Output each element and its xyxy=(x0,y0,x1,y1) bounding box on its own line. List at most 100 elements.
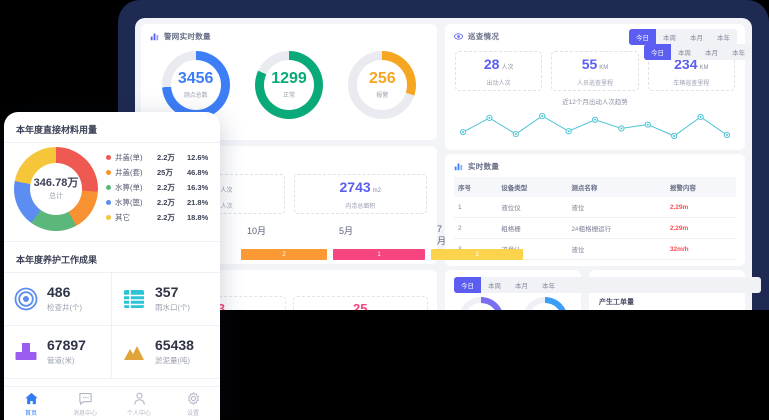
patrol-period-tabs[interactable]: 今日 本周 本月 本年 xyxy=(629,29,737,45)
patrol-tab-2[interactable]: 本月 xyxy=(690,35,703,42)
legend-amount-3: 2.2万 xyxy=(157,197,175,207)
maintenance-cell-0: 486 检查井(个) xyxy=(4,273,112,326)
nav-item-0[interactable]: 首页 xyxy=(4,391,58,417)
legend-percent-2: 16.3% xyxy=(187,182,209,192)
legend-name-1: 井盖(套) xyxy=(115,167,143,177)
material-legend: 井盖(单) 2.2万 12.6% 井盖(套) 25万 46.8% 水箅(单) 2… xyxy=(98,152,210,227)
maintenance-cell-2: 67897 管道(米) xyxy=(4,326,112,379)
maintenance-title: 本年度养护工作成果 xyxy=(16,255,98,265)
legend-percent-0: 12.6% xyxy=(187,152,209,162)
alarm-ring-center-2: 256 报警 xyxy=(357,60,408,110)
legend-percent-1: 46.8% xyxy=(187,167,209,177)
alarm-ring-label-2: 报警 xyxy=(376,93,389,99)
maintenance-text-1: 357 雨水口(个) xyxy=(155,285,190,313)
patrol-stat-value-2: 234 xyxy=(674,55,698,72)
donut-total-value: 346.78万 xyxy=(33,176,79,189)
patrol-tab-3[interactable]: 本年 xyxy=(717,35,730,42)
patrol-stat-value-wrap-2: 234 KM xyxy=(674,56,708,74)
patrol-stat-caption-1: 人员巡查里程 xyxy=(576,80,613,87)
legend-amount-0: 2.2万 xyxy=(157,152,175,162)
row-alarm-2: 32m/h xyxy=(665,238,736,260)
gauge-ring-1: 368 检查井数(个) xyxy=(522,297,568,310)
row-alarm-0: 2.29m xyxy=(665,197,736,218)
divider xyxy=(4,142,220,143)
flood-stat-unit-0: 人次 xyxy=(220,187,233,194)
nav-label-0: 首页 xyxy=(24,410,37,417)
patrol-stat-row: 28 人次 出动人次 55 KM 人员巡查里程 234 KM 车辆巡查里程 xyxy=(445,47,745,91)
lower-tab-0[interactable]: 今日 xyxy=(454,277,481,293)
legend-amount-4: 2.2万 xyxy=(157,212,175,222)
legend-name-2: 水箅(单) xyxy=(115,182,143,192)
alarm-ring-label-1: 正常 xyxy=(282,93,295,99)
gauge-tab-2[interactable]: 本月 xyxy=(705,50,718,57)
patrol-stat-unit-1: KM xyxy=(599,64,609,71)
gauge-center-0: 468 管道长(米) xyxy=(464,303,498,310)
legend-dot-3 xyxy=(106,199,111,205)
patrol-stat-1: 55 KM 人员巡查里程 xyxy=(551,51,639,91)
eye-icon xyxy=(454,33,463,40)
maintenance-grid: 486 检查井(个) 357 雨水口(个) 67897 管道(米) 65438 … xyxy=(4,273,220,379)
lower-tab-3[interactable]: 本年 xyxy=(542,283,555,290)
repair-cell-1: 25 清淤 xyxy=(292,296,428,310)
realtime-alarm-table-card: 实时数量 序号 设备类型 测点名称 报警内容 1 液位仪 液位 2.29m 2 粗格栅… xyxy=(445,154,745,266)
patrol-card-title: 巡查情况 xyxy=(468,32,500,41)
sludge-icon xyxy=(124,346,144,360)
alarm-ring-row: 3456 测点总数 1299 正常 256 报警 xyxy=(141,47,437,119)
flood-stat-caption-1: 内涝总面积 xyxy=(345,203,376,210)
bottom-navigation-bar[interactable]: 首页 消息中心 个人中心 设置 xyxy=(4,386,220,420)
table-body: 1 液位仪 液位 2.29m 2 粗格栅 2#粗格栅运行 2.29m 3 流量计… xyxy=(454,197,736,260)
maintenance-caption-1: 雨水口(个) xyxy=(155,303,190,312)
maintenance-value-1: 357 xyxy=(155,284,179,300)
table-col-1: 设备类型 xyxy=(497,177,568,197)
nav-item-2[interactable]: 个人中心 xyxy=(112,391,166,417)
gauge-grid: 468 管道长(米) 368 检查井数(个) xyxy=(445,293,581,310)
gauge-tab-0[interactable]: 今日 xyxy=(644,44,671,60)
maintenance-caption-0: 检查井(个) xyxy=(47,303,82,312)
table-row: 2 粗格栅 2#粗格栅运行 2.29m xyxy=(454,217,736,239)
month-label-0: 10月 xyxy=(247,226,267,236)
patrol-stat-value-wrap-0: 28 人次 xyxy=(484,56,514,74)
maintenance-value-2: 67897 xyxy=(47,337,86,353)
gauge-tab-3[interactable]: 本年 xyxy=(732,50,745,57)
maintenance-text-3: 65438 淤泥量(吨) xyxy=(155,338,194,366)
patrol-tab-0[interactable]: 今日 xyxy=(629,29,656,45)
gauge-ring-0: 468 管道长(米) xyxy=(458,297,504,310)
home-icon xyxy=(24,392,38,404)
lower-tab-1[interactable]: 本周 xyxy=(488,283,501,290)
divider xyxy=(4,272,220,273)
dredge-period-tabs[interactable]: 今日 本周 本月 本年 xyxy=(644,44,752,60)
material-donut-section: 346.78万 总计 井盖(单) 2.2万 12.6% 井盖(套) 25万 46… xyxy=(4,143,220,241)
row-point-0: 液位 xyxy=(567,197,666,218)
month-label-2: 7月 xyxy=(437,224,447,246)
table-header-row: 序号 设备类型 测点名称 报警内容 xyxy=(454,177,736,197)
lower-tab-2[interactable]: 本月 xyxy=(515,283,528,290)
donut-center: 346.78万 总计 xyxy=(30,163,82,215)
month-label-1: 5月 xyxy=(339,226,354,236)
nav-item-1[interactable]: 消息中心 xyxy=(58,391,112,417)
nav-label-2: 个人中心 xyxy=(126,410,151,417)
legend-name-4: 其它 xyxy=(115,212,130,222)
gauge-tab-1[interactable]: 本周 xyxy=(678,50,691,57)
month-bar-1[interactable]: 1 xyxy=(333,249,425,260)
table-card-header: 实时数量 xyxy=(445,154,745,177)
alarm-ring-label-0: 测点总数 xyxy=(183,93,208,99)
flood-stat-1: 2743 m2 内涝总面积 xyxy=(293,174,427,214)
material-legend-item-2: 水箅(单) 2.2万 16.3% xyxy=(106,182,210,193)
row-type-0: 液位仪 xyxy=(497,197,568,218)
patrol-stat-0: 28 人次 出动人次 xyxy=(455,51,543,91)
trend-caption: 近12个月出动人次趋势 xyxy=(562,99,628,106)
patrol-stat-value-0: 28 xyxy=(483,55,500,72)
month-bar-0[interactable]: 2 xyxy=(241,249,327,260)
patrol-stat-value-1: 55 xyxy=(581,55,598,72)
lower-period-tabs[interactable]: 今日 本周 本月 本年 xyxy=(454,277,761,293)
flood-stat-unit-1: m2 xyxy=(372,187,381,194)
legend-amount-2: 2.2万 xyxy=(157,182,175,192)
alarm-table: 序号 设备类型 测点名称 报警内容 1 液位仪 液位 2.29m 2 粗格栅 2#粗格… xyxy=(454,177,736,260)
month-bar-2[interactable]: 3 xyxy=(431,249,523,260)
nav-item-3[interactable]: 设置 xyxy=(166,391,220,417)
legend-amount-1: 25万 xyxy=(157,167,173,177)
alarm-ring-value-1: 1299 xyxy=(271,70,307,87)
donut-total-label: 总计 xyxy=(49,192,63,200)
patrol-tab-1[interactable]: 本周 xyxy=(663,35,676,42)
maintenance-caption-2: 管道(米) xyxy=(47,356,75,365)
